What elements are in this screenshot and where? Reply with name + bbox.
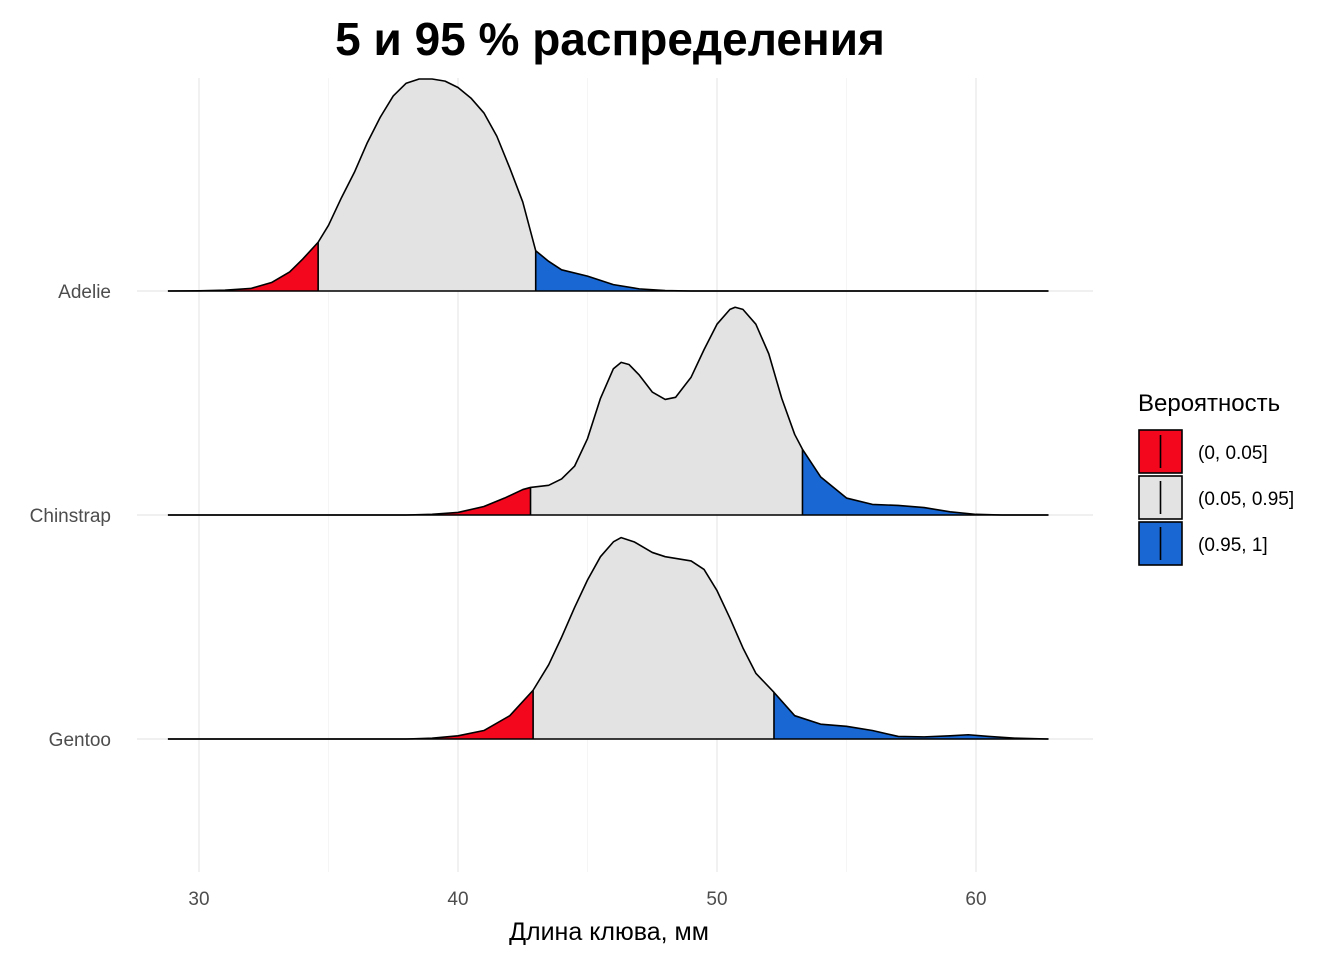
y-tick-label: Gentoo xyxy=(49,730,111,751)
ridge-chinstrap-lower-tail xyxy=(167,487,531,515)
ridge-gentoo-middle xyxy=(533,537,774,739)
ridge-chinstrap-upper-tail xyxy=(802,449,1049,515)
ridge-gentoo-lower-tail xyxy=(167,690,534,739)
legend-entry: (0.95, 1] xyxy=(1138,521,1268,566)
ridge-adelie-lower-tail xyxy=(167,242,319,291)
density-ridges xyxy=(167,78,1049,740)
legend: Вероятность (0, 0.05] (0.05, 0.95] (0.95, … xyxy=(1138,390,1294,566)
ridge-chinstrap-middle xyxy=(530,307,803,515)
ridge-adelie-upper-tail xyxy=(535,250,1049,291)
ridge-adelie-outline xyxy=(167,78,1049,292)
legend-label: (0.95, 1] xyxy=(1198,535,1268,556)
legend-entry: (0, 0.05] xyxy=(1138,429,1268,474)
y-axis-tick-labels: Adelie Chinstrap Gentoo xyxy=(30,282,111,751)
x-tick-label: 50 xyxy=(706,889,727,910)
legend-label: (0, 0.05] xyxy=(1198,443,1268,464)
ridge-gentoo xyxy=(167,536,1049,740)
x-axis-tick-labels: 30 40 50 60 xyxy=(188,889,986,910)
ridge-chinstrap-outline xyxy=(167,306,1049,516)
legend-entry: (0.05, 0.95] xyxy=(1138,475,1294,520)
ridge-gentoo-upper-tail xyxy=(773,692,1049,739)
x-tick-label: 60 xyxy=(965,889,986,910)
legend-title: Вероятность xyxy=(1138,390,1280,417)
ridge-gentoo-outline xyxy=(167,536,1049,740)
ridge-adelie xyxy=(167,78,1049,292)
y-tick-label: Chinstrap xyxy=(30,506,111,527)
x-tick-label: 40 xyxy=(447,889,468,910)
ridge-chinstrap xyxy=(167,306,1049,516)
chart-title: 5 и 95 % распределения xyxy=(335,13,885,65)
y-tick-label: Adelie xyxy=(58,282,111,303)
ridge-adelie-middle xyxy=(318,79,536,291)
legend-label: (0.05, 0.95] xyxy=(1198,489,1294,510)
x-axis-label: Длина клюва, мм xyxy=(509,918,709,946)
x-tick-label: 30 xyxy=(188,889,209,910)
